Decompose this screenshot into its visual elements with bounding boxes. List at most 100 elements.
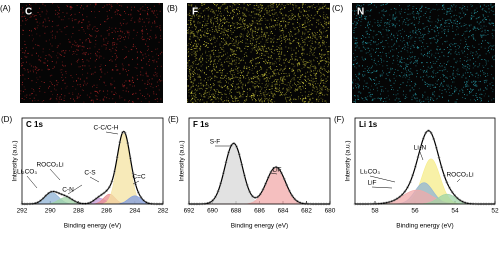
map-dot xyxy=(222,55,224,57)
map-dot xyxy=(475,94,477,96)
map-dot xyxy=(208,51,210,53)
map-dot xyxy=(486,81,487,83)
map-dot xyxy=(57,52,59,54)
map-dot xyxy=(241,50,243,52)
map-dot xyxy=(237,68,239,70)
map-dot xyxy=(274,90,276,91)
map-dot xyxy=(190,81,192,83)
map-dot xyxy=(307,22,309,24)
map-dot xyxy=(235,97,237,99)
map-dot xyxy=(365,27,367,28)
map-dot xyxy=(190,87,192,89)
map-dot xyxy=(88,21,90,23)
map-dot xyxy=(109,9,110,11)
map-dot xyxy=(74,19,76,21)
map-dot xyxy=(195,88,196,90)
map-dot xyxy=(119,35,121,37)
map-dot xyxy=(217,38,218,40)
map-dot xyxy=(490,24,492,25)
map-dot xyxy=(409,58,411,60)
map-dot xyxy=(266,10,268,12)
map-dot xyxy=(242,21,244,23)
map-dot xyxy=(139,8,141,10)
map-dot xyxy=(447,19,449,21)
map-dot xyxy=(403,62,405,63)
map-dot xyxy=(325,61,327,62)
map-dot xyxy=(44,91,46,93)
map-dot xyxy=(272,94,274,96)
map-dot xyxy=(92,86,93,88)
map-dot xyxy=(319,76,321,78)
map-dot xyxy=(143,38,145,40)
map-dot xyxy=(422,79,424,81)
map-dot xyxy=(229,91,231,93)
map-dot xyxy=(479,63,481,65)
map-dot xyxy=(45,13,47,15)
map-dot xyxy=(487,34,489,35)
map-dot xyxy=(236,57,238,58)
map-dot xyxy=(328,46,330,48)
map-dot xyxy=(272,3,274,5)
map-dot xyxy=(238,57,240,59)
map-dot xyxy=(435,42,436,43)
map-dot xyxy=(265,59,267,61)
map-dot xyxy=(74,100,76,102)
map-dot xyxy=(34,68,36,70)
map-dot xyxy=(415,28,417,30)
map-dot xyxy=(316,67,317,69)
map-dot xyxy=(305,84,306,86)
map-dot xyxy=(320,38,322,40)
map-dot xyxy=(235,61,237,63)
map-dot xyxy=(231,76,233,78)
map-dot xyxy=(224,85,226,87)
map-dot xyxy=(78,96,80,98)
map-dot xyxy=(382,36,384,38)
map-dot xyxy=(224,32,225,34)
map-dot xyxy=(470,51,472,53)
map-dot xyxy=(396,57,398,59)
map-dot xyxy=(286,21,288,23)
map-dot xyxy=(439,65,440,66)
map-dot xyxy=(247,72,249,74)
map-dot xyxy=(251,99,253,101)
map-dot xyxy=(419,18,420,20)
map-dot xyxy=(411,99,413,101)
map-dot xyxy=(275,49,277,51)
map-dot xyxy=(207,28,209,29)
map-dot xyxy=(223,68,225,70)
map-dot xyxy=(430,99,431,101)
map-dot xyxy=(435,35,437,37)
map-dot xyxy=(490,4,492,6)
map-dot xyxy=(357,83,359,85)
map-dot xyxy=(320,72,322,74)
map-dot xyxy=(102,98,104,100)
map-dot xyxy=(189,33,191,35)
map-dot xyxy=(488,11,490,13)
map-dot xyxy=(275,62,277,64)
map-dot xyxy=(364,68,366,70)
map-dot xyxy=(443,80,445,82)
map-dot xyxy=(391,87,393,88)
map-dot xyxy=(142,31,144,32)
map-dot xyxy=(232,101,234,102)
map-dot xyxy=(435,21,437,23)
map-dot xyxy=(254,8,256,9)
map-dot xyxy=(443,32,445,34)
map-dot xyxy=(303,82,305,84)
map-dot xyxy=(288,86,290,88)
map-dot xyxy=(281,73,282,74)
map-dot xyxy=(318,96,319,98)
map-dot xyxy=(95,37,97,38)
map-dot xyxy=(414,57,416,59)
map-dot xyxy=(247,35,249,37)
map-dot xyxy=(450,94,452,96)
map-dot xyxy=(198,59,200,61)
map-dot xyxy=(22,91,24,93)
map-dot xyxy=(477,74,479,76)
map-dot xyxy=(319,53,320,54)
map-dot xyxy=(212,83,214,84)
map-dot xyxy=(400,84,402,85)
map-dot xyxy=(125,12,127,14)
map-dot xyxy=(468,85,470,87)
map-dot xyxy=(310,45,312,47)
